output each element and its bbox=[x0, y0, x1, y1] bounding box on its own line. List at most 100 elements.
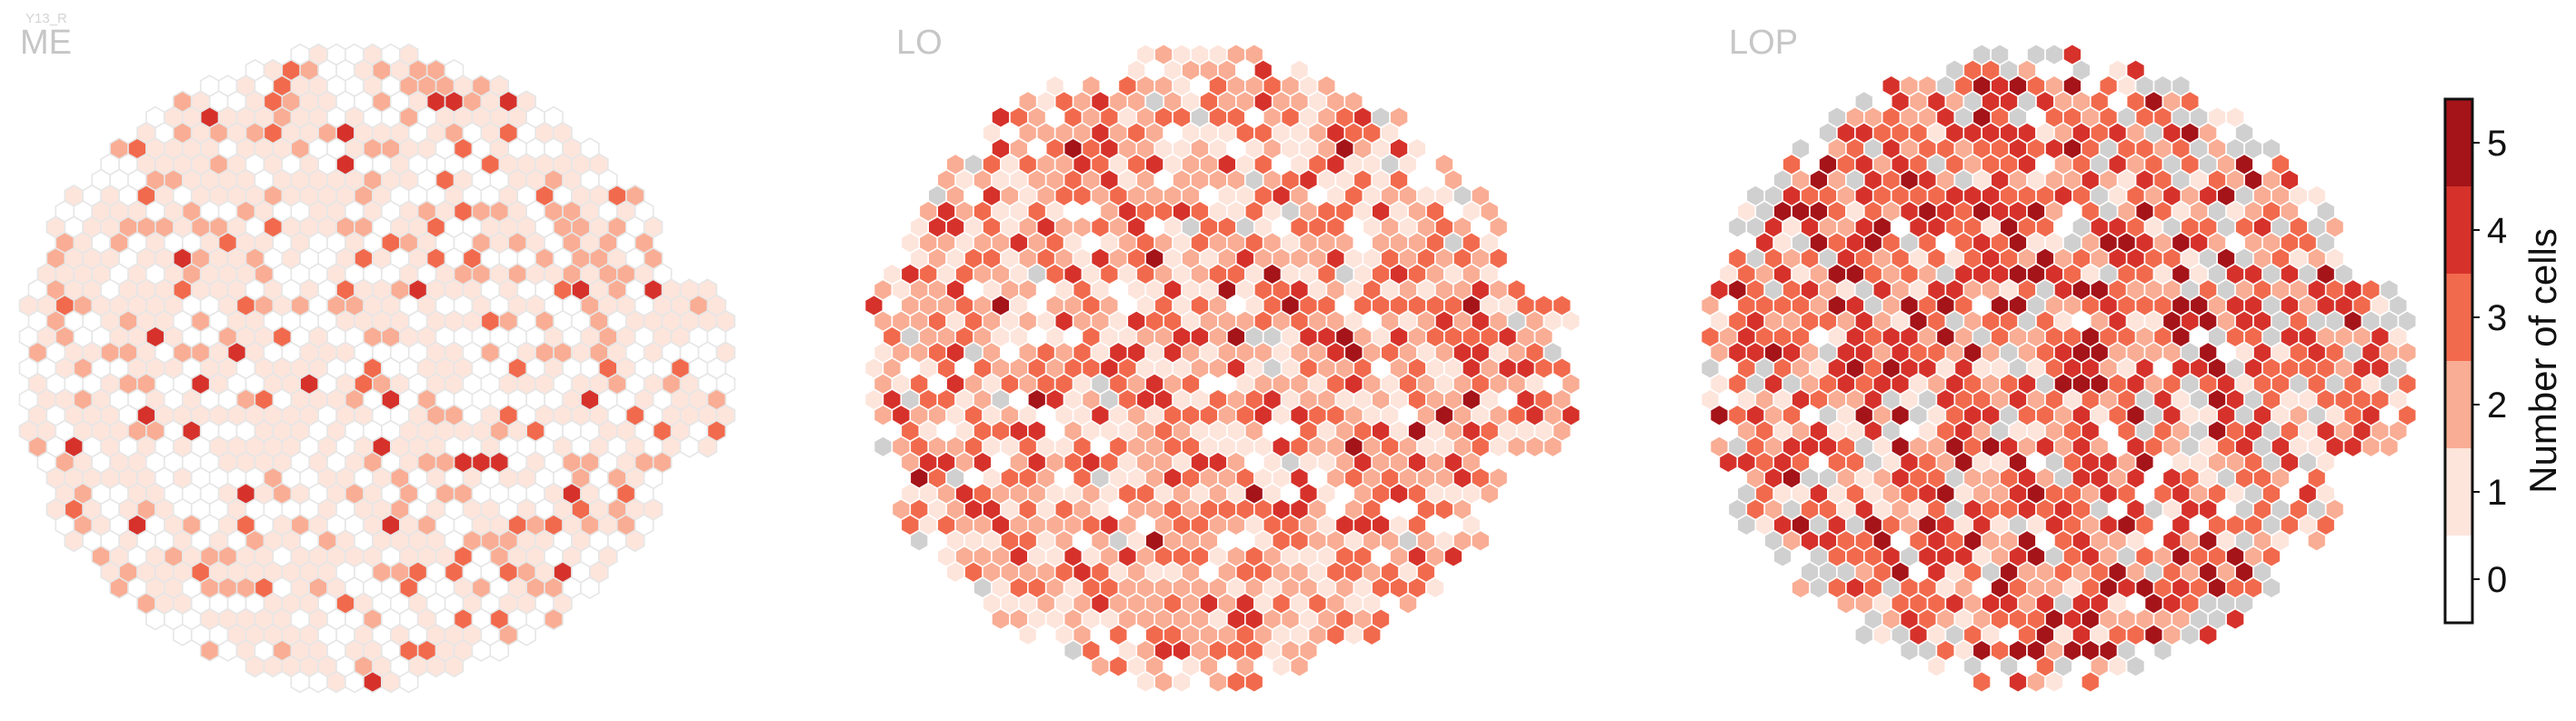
colorbar-tick-label: 3 bbox=[2487, 298, 2507, 338]
hex-cell bbox=[954, 576, 974, 599]
hex-cell bbox=[398, 670, 419, 694]
hex-cell bbox=[263, 655, 284, 678]
hex-cell bbox=[1972, 670, 1992, 694]
hex-cell bbox=[1425, 576, 1445, 599]
colorbar-segment bbox=[2445, 361, 2472, 448]
hex-cell bbox=[1226, 670, 1246, 694]
hex-cell bbox=[1791, 576, 1811, 599]
hex-cell bbox=[1990, 670, 2010, 694]
hex-cell bbox=[1018, 623, 1038, 646]
hex-cell bbox=[173, 623, 193, 646]
hex-cell bbox=[1543, 435, 1563, 458]
hex-cell bbox=[64, 529, 84, 553]
hex-cell bbox=[2080, 670, 2101, 694]
hex-cell bbox=[2306, 529, 2327, 553]
hex-cell bbox=[2026, 670, 2046, 694]
hex-cell bbox=[2044, 670, 2064, 694]
hex-cell bbox=[1470, 529, 1491, 553]
hex-cell bbox=[1854, 623, 1874, 646]
hex-cell bbox=[1524, 435, 1545, 458]
hex-cell bbox=[1745, 529, 1765, 553]
hex-cell bbox=[1135, 670, 1156, 694]
hex-cell bbox=[109, 576, 129, 599]
hex-cell bbox=[199, 639, 220, 662]
colorbar-segment bbox=[2445, 99, 2472, 186]
panel-subtitle: Y13_R bbox=[25, 11, 67, 26]
colorbar-border bbox=[2443, 97, 2474, 625]
hex-cell bbox=[2107, 655, 2128, 678]
hexmap-lo bbox=[864, 43, 1582, 694]
hex-cell bbox=[344, 670, 364, 694]
hex-cell bbox=[1944, 655, 1965, 678]
hex-cell bbox=[2198, 623, 2219, 646]
colorbar-tick-label: 0 bbox=[2487, 560, 2507, 600]
hex-cell bbox=[2008, 670, 2028, 694]
hex-cell bbox=[290, 670, 311, 694]
hex-cell bbox=[2062, 670, 2082, 694]
panel-title-lo: LO bbox=[896, 24, 943, 62]
colorbar-segment bbox=[2445, 186, 2472, 274]
hex-cell bbox=[544, 607, 564, 631]
hex-cell bbox=[679, 435, 700, 458]
panel-lo: LO bbox=[845, 0, 1627, 721]
panel-title-lop: LOP bbox=[1729, 24, 1799, 62]
hex-cell bbox=[2261, 576, 2281, 599]
hex-cell bbox=[1243, 670, 1264, 694]
colorbar-segment bbox=[2445, 536, 2472, 623]
colorbar-segment bbox=[2445, 448, 2472, 536]
hex-cell bbox=[2225, 607, 2245, 631]
colorbar-tick-label: 5 bbox=[2487, 124, 2507, 164]
hex-cell bbox=[1153, 670, 1173, 694]
hex-cell bbox=[1108, 655, 1129, 678]
hex-cell bbox=[1090, 655, 1111, 678]
hex-cell bbox=[2171, 639, 2192, 662]
hex-cell bbox=[2361, 435, 2381, 458]
hex-cell bbox=[1881, 639, 1902, 662]
hex-cell bbox=[2125, 655, 2146, 678]
hex-cell bbox=[1827, 607, 1847, 631]
hex-cell bbox=[326, 670, 346, 694]
hex-cell bbox=[145, 607, 165, 631]
colorbar-segment bbox=[2445, 274, 2472, 361]
hex-cell bbox=[1208, 670, 1228, 694]
hex-cell bbox=[363, 670, 383, 694]
panel-title-me: ME bbox=[20, 24, 72, 62]
hex-cell bbox=[697, 435, 718, 458]
panel-me: Y13_R ME bbox=[0, 0, 782, 721]
hex-cell bbox=[1899, 639, 1920, 662]
hex-cell bbox=[1289, 655, 1310, 678]
hex-cell bbox=[516, 623, 537, 646]
hex-cell bbox=[245, 655, 265, 678]
colorbar-tick-label: 4 bbox=[2487, 211, 2507, 251]
hex-cell bbox=[1044, 639, 1065, 662]
colorbar-label: Number of cells bbox=[2521, 228, 2564, 494]
hex-cell bbox=[1389, 607, 1409, 631]
colorbar-tick-label: 2 bbox=[2487, 386, 2507, 426]
hex-cell bbox=[1190, 670, 1210, 694]
hex-cell bbox=[217, 639, 238, 662]
hexmap-lop bbox=[1700, 43, 2418, 694]
hex-cell bbox=[1926, 655, 1947, 678]
hex-cell bbox=[489, 639, 510, 662]
hex-cell bbox=[1271, 655, 1292, 678]
panel-lop: LOP bbox=[1682, 0, 2463, 721]
hex-cell bbox=[991, 607, 1011, 631]
hex-cell bbox=[444, 655, 464, 678]
hex-cell bbox=[425, 655, 446, 678]
hex-cell bbox=[1362, 623, 1383, 646]
hex-cell bbox=[624, 529, 645, 553]
hex-cell bbox=[909, 529, 929, 553]
colorbar-tick-label: 1 bbox=[2487, 473, 2507, 513]
hex-cell bbox=[2379, 435, 2400, 458]
colorbar: 0 1 2 3 4 5 Number of cells bbox=[2443, 97, 2564, 625]
hex-cell bbox=[2152, 639, 2173, 662]
hex-cell bbox=[1063, 639, 1083, 662]
hex-cell bbox=[580, 576, 600, 599]
hexmap-me bbox=[18, 43, 736, 694]
hex-cell bbox=[1316, 639, 1337, 662]
hex-cell bbox=[308, 670, 328, 694]
hex-cell bbox=[471, 639, 492, 662]
hex-cell bbox=[1334, 639, 1355, 662]
hex-cell bbox=[1172, 670, 1192, 694]
hex-cell bbox=[381, 670, 401, 694]
